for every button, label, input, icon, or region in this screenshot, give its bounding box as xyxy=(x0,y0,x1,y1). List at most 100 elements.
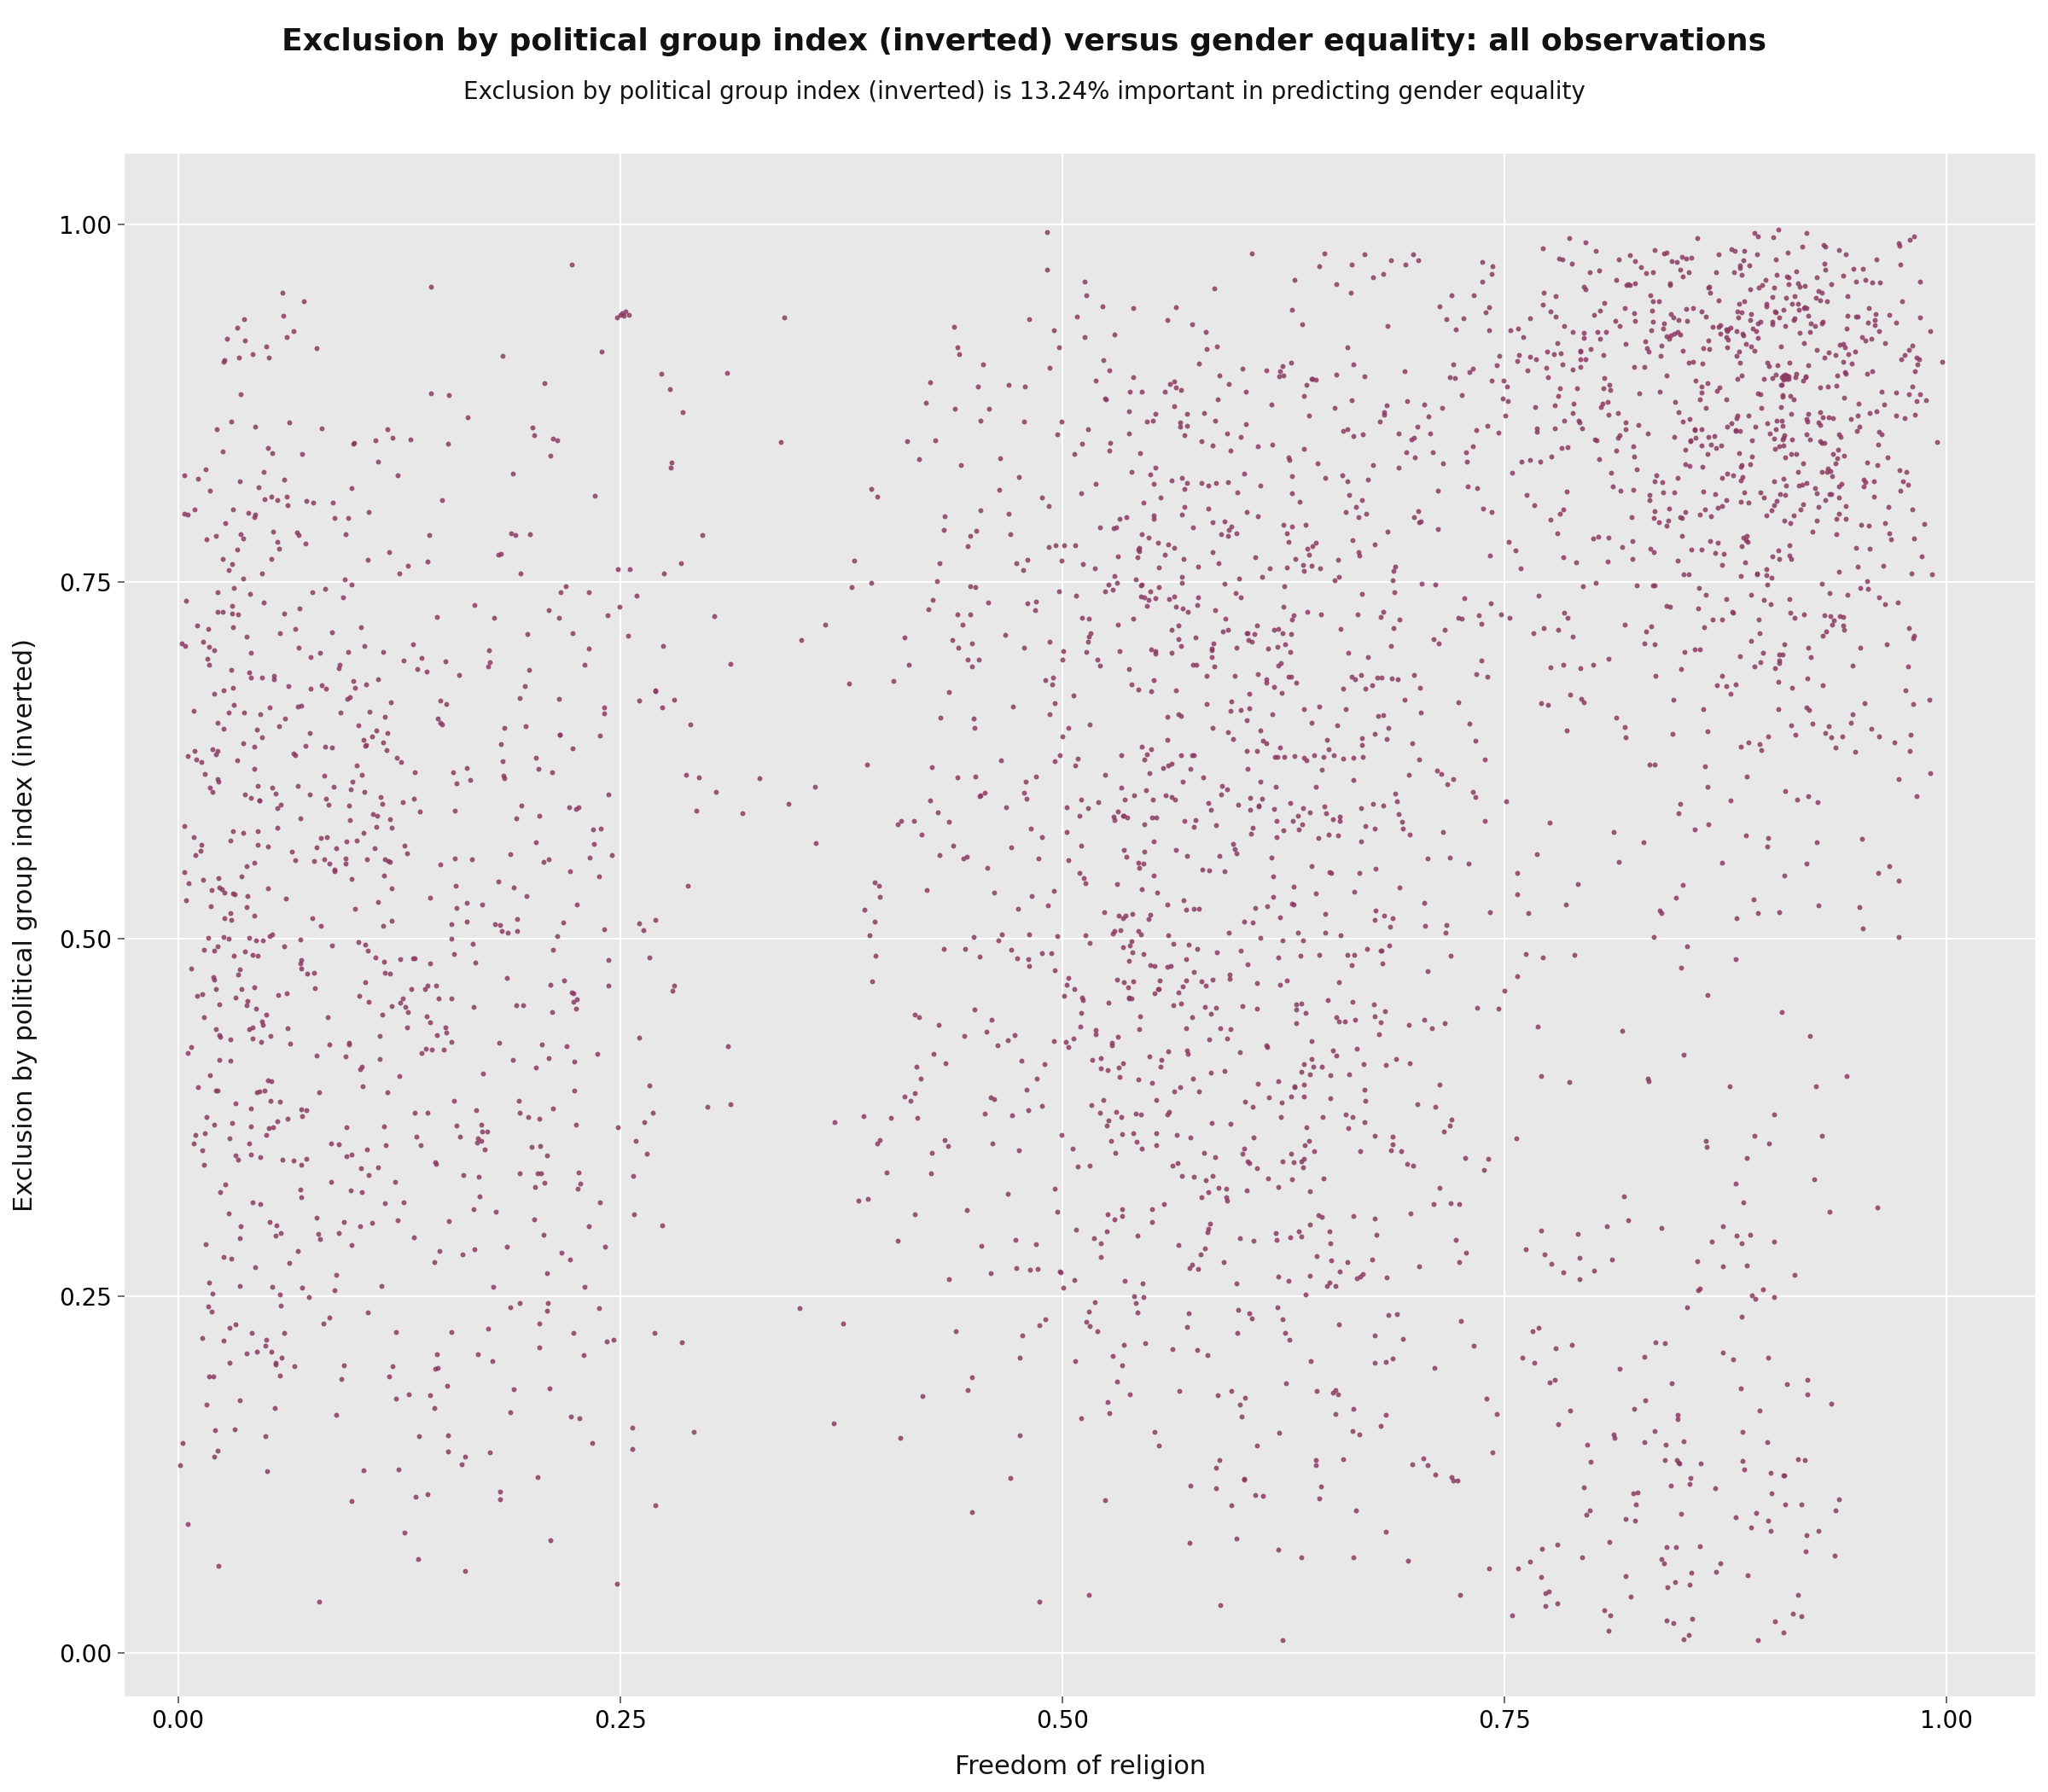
Point xyxy=(1532,1577,1565,1606)
Point xyxy=(1292,401,1325,430)
Point xyxy=(606,299,639,328)
Point xyxy=(1581,523,1614,552)
Point xyxy=(207,713,240,742)
Point xyxy=(1130,591,1163,620)
Point xyxy=(1335,249,1368,278)
Point xyxy=(1118,781,1151,810)
Point xyxy=(1329,498,1362,527)
Point xyxy=(1427,1118,1460,1147)
Point xyxy=(612,622,645,650)
Point xyxy=(1266,926,1298,955)
Point xyxy=(956,629,989,658)
Point xyxy=(1530,353,1563,382)
Point xyxy=(567,1340,600,1369)
Point xyxy=(1120,543,1153,572)
Point xyxy=(1167,421,1200,450)
Point xyxy=(1270,520,1303,548)
Point xyxy=(1872,443,1905,471)
Point xyxy=(1167,545,1200,573)
Point xyxy=(1159,373,1192,401)
Point xyxy=(1372,932,1405,961)
Point xyxy=(379,1317,412,1346)
Point xyxy=(1284,1147,1317,1176)
Point xyxy=(1163,409,1196,437)
Point xyxy=(481,539,514,568)
Point xyxy=(301,1041,334,1070)
Point xyxy=(1165,973,1198,1002)
Point xyxy=(201,1077,233,1106)
Point xyxy=(1174,1471,1206,1500)
Point xyxy=(584,814,616,842)
Point xyxy=(1038,1027,1071,1055)
Point xyxy=(244,787,276,815)
Point xyxy=(1092,987,1124,1016)
Point xyxy=(246,1007,279,1036)
Point xyxy=(1370,391,1403,419)
Point xyxy=(623,1023,655,1052)
Point xyxy=(1210,1023,1243,1052)
Point xyxy=(1108,801,1141,830)
Point xyxy=(1640,461,1673,489)
Point xyxy=(1219,835,1251,864)
Point xyxy=(457,930,489,959)
Point xyxy=(618,1127,651,1156)
Point xyxy=(1729,1455,1761,1484)
Point xyxy=(1520,839,1552,867)
Point xyxy=(1661,1405,1694,1434)
Point xyxy=(1042,1258,1075,1287)
Point xyxy=(1067,550,1100,579)
Point xyxy=(1200,470,1233,498)
Point xyxy=(1886,466,1919,495)
Point xyxy=(1298,1136,1331,1165)
Point xyxy=(700,778,733,806)
Point xyxy=(424,710,457,738)
Point xyxy=(1595,471,1628,500)
Point xyxy=(1790,1380,1823,1409)
Point xyxy=(1767,1618,1800,1647)
Point xyxy=(1839,267,1872,296)
Point xyxy=(1214,686,1247,715)
Point xyxy=(1198,597,1231,625)
Point xyxy=(268,885,301,914)
Point xyxy=(1464,645,1497,674)
Point xyxy=(541,426,573,455)
Point xyxy=(358,833,391,862)
Point xyxy=(1233,694,1266,722)
Point xyxy=(1896,332,1929,360)
Point xyxy=(168,461,201,489)
Point xyxy=(422,704,455,733)
Point xyxy=(1470,663,1503,692)
Point xyxy=(1724,532,1757,561)
Point xyxy=(952,1376,985,1405)
Point xyxy=(494,1292,526,1321)
Point xyxy=(1673,1622,1706,1650)
Point xyxy=(1602,423,1634,452)
Point xyxy=(1815,480,1847,509)
Point xyxy=(1126,1283,1159,1312)
Point xyxy=(463,1183,496,1211)
Point xyxy=(449,1557,481,1586)
Point xyxy=(1753,351,1786,380)
Point xyxy=(502,918,535,946)
Point xyxy=(1237,1124,1270,1152)
Point xyxy=(1794,1021,1827,1050)
Point xyxy=(1755,308,1788,337)
Point xyxy=(1743,274,1776,303)
Point xyxy=(958,713,991,742)
Point xyxy=(1683,1450,1716,1478)
Point xyxy=(1280,995,1313,1023)
Point xyxy=(590,1328,623,1357)
Point xyxy=(1716,1346,1749,1374)
Point xyxy=(201,737,233,765)
Point xyxy=(1026,939,1059,968)
Point xyxy=(1157,1077,1190,1106)
Point xyxy=(190,1102,223,1131)
Point xyxy=(1806,231,1839,260)
Point xyxy=(1155,1335,1188,1364)
Point xyxy=(920,426,952,455)
Point xyxy=(236,1319,268,1348)
Point xyxy=(1718,670,1751,699)
Point xyxy=(1790,419,1823,448)
Point xyxy=(1284,941,1317,969)
Point xyxy=(1808,600,1841,629)
